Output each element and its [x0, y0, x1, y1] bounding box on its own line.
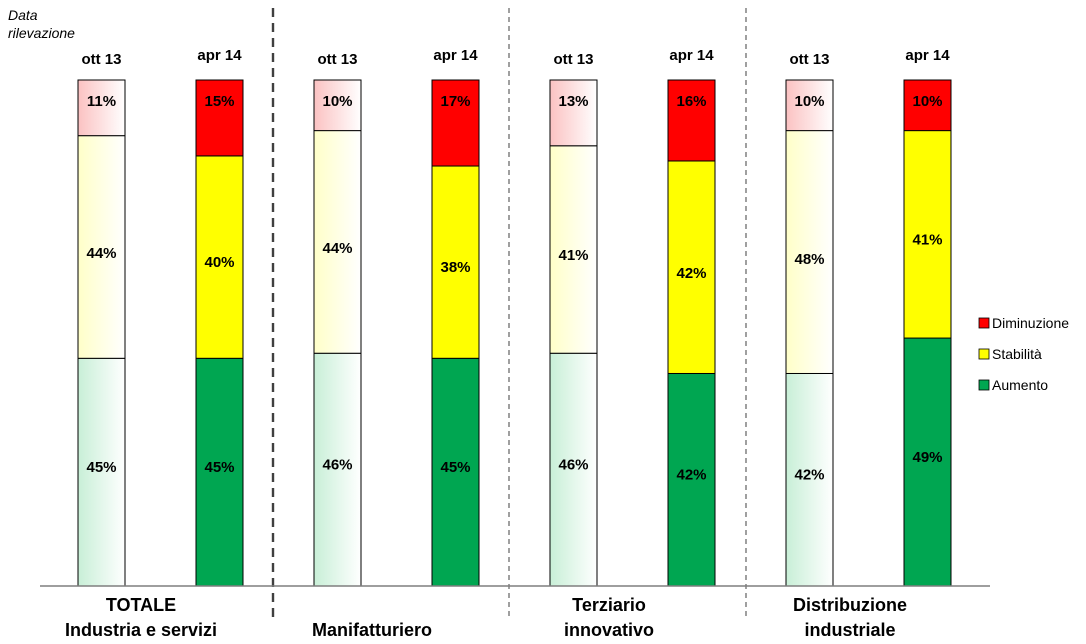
legend-label-diminuzione: Diminuzione — [992, 315, 1069, 331]
data-label-diminuzione-6: 16% — [676, 93, 706, 110]
data-label-diminuzione-3: 10% — [322, 93, 352, 110]
category-tick-8: apr 14 — [905, 47, 950, 64]
data-label-stabilit-2: 40% — [204, 254, 234, 271]
bar-diminuzione-8 — [903, 79, 952, 132]
bar-aumento-5 — [549, 352, 598, 587]
group-label-3-line-2: innovativo — [564, 620, 654, 640]
data-label-stabilit-7: 48% — [794, 251, 824, 268]
data-label-aumento-8: 49% — [912, 449, 942, 466]
bar-stabilit-7 — [785, 130, 834, 374]
legend-label-aumento: Aumento — [992, 377, 1048, 393]
data-label-stabilit-6: 42% — [676, 265, 706, 282]
bar-stabilit-3 — [313, 130, 362, 354]
data-labels: 45% 44% 11% 45% 40% 15% 46% 44% 10% 45% 38% 17% 46% 4… — [86, 93, 942, 484]
group-labels: TOTALE Industria e servizi Manifatturiero T… — [65, 595, 907, 640]
data-label-diminuzione-4: 17% — [440, 93, 470, 110]
data-label-stabilit-8: 41% — [912, 232, 942, 249]
group-dividers — [271, 8, 747, 620]
data-label-aumento-7: 42% — [794, 467, 824, 484]
legend-swatch-aumento — [978, 379, 990, 391]
data-label-diminuzione-7: 10% — [794, 93, 824, 110]
data-label-aumento-3: 46% — [322, 457, 352, 474]
data-label-aumento-2: 45% — [204, 459, 234, 476]
bar-stabilit-8 — [903, 130, 952, 339]
bar-aumento-1 — [77, 357, 126, 587]
group-label-1-line-1: TOTALE — [106, 595, 176, 615]
category-tick-5: ott 13 — [553, 51, 593, 68]
bar-diminuzione-1 — [77, 79, 126, 137]
bar-stabilit-5 — [549, 145, 598, 354]
data-label-diminuzione-5: 13% — [558, 93, 588, 110]
bar-stabilit-6 — [667, 160, 716, 374]
bar-stabilit-2 — [195, 155, 244, 359]
category-tick-3: ott 13 — [317, 51, 357, 68]
group-label-3-line-1: Terziario — [572, 595, 646, 615]
bar-diminuzione-7 — [785, 79, 834, 132]
legend: Diminuzione Stabilità Aumento — [978, 315, 1069, 393]
group-label-4-line-1: Distribuzione — [793, 595, 907, 615]
bars — [77, 79, 952, 587]
category-tick-2: apr 14 — [197, 47, 242, 64]
data-label-aumento-4: 45% — [440, 459, 470, 476]
group-label-4-line-2: industriale — [804, 620, 895, 640]
category-tick-1: ott 13 — [81, 51, 121, 68]
legend-label-stabilit: Stabilità — [992, 346, 1042, 362]
data-label-stabilit-3: 44% — [322, 240, 352, 257]
group-label-2-line-1: Manifatturiero — [312, 620, 432, 640]
data-label-stabilit-4: 38% — [440, 259, 470, 276]
data-label-diminuzione-2: 15% — [204, 93, 234, 110]
data-label-aumento-5: 46% — [558, 457, 588, 474]
bar-aumento-3 — [313, 352, 362, 587]
bar-aumento-8 — [903, 337, 952, 587]
data-label-aumento-6: 42% — [676, 467, 706, 484]
bar-aumento-6 — [667, 372, 716, 587]
data-rilevazione-note-line1: Data — [8, 7, 38, 23]
bar-diminuzione-2 — [195, 79, 244, 157]
data-label-diminuzione-1: 11% — [87, 93, 116, 110]
category-tick-7: ott 13 — [789, 51, 829, 68]
data-label-stabilit-5: 41% — [558, 247, 588, 264]
bar-diminuzione-6 — [667, 79, 716, 162]
bar-diminuzione-3 — [313, 79, 362, 132]
bar-aumento-2 — [195, 357, 244, 587]
data-label-aumento-1: 45% — [86, 459, 116, 476]
group-label-1-line-2: Industria e servizi — [65, 620, 217, 640]
legend-swatch-diminuzione — [978, 317, 990, 329]
category-tick-6: apr 14 — [669, 47, 714, 64]
data-rilevazione-note-line2: rilevazione — [8, 25, 75, 41]
bar-diminuzione-4 — [431, 79, 480, 167]
category-tick-4: apr 14 — [433, 47, 478, 64]
data-label-stabilit-1: 44% — [86, 245, 116, 262]
bar-diminuzione-5 — [549, 79, 598, 147]
category-ticks: ott 13 apr 14 ott 13 apr 14 ott 13 apr 14 ott … — [81, 47, 950, 68]
legend-swatch-stabilit — [978, 348, 990, 360]
bar-aumento-7 — [785, 372, 834, 587]
data-label-diminuzione-8: 10% — [912, 93, 942, 110]
